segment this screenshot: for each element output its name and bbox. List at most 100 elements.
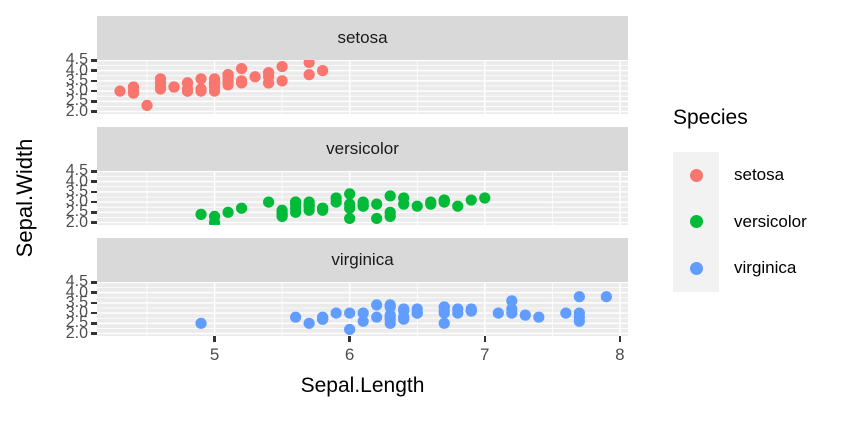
data-point: [195, 317, 207, 329]
y-tick-label: 4.0: [65, 283, 88, 301]
data-point: [235, 77, 248, 89]
y-tick-label: 2.0: [65, 324, 88, 342]
facet-plot-svg: [97, 282, 628, 336]
data-point: [357, 307, 369, 319]
data-point: [141, 99, 153, 112]
data-point: [519, 309, 531, 321]
data-point: [384, 299, 396, 311]
data-point: [465, 194, 477, 206]
data-point: [506, 295, 518, 307]
legend-entry-versicolor: versicolor: [673, 198, 807, 246]
data-point: [384, 190, 396, 202]
data-point: [235, 62, 248, 75]
legend: setosa versicolor virginica: [673, 152, 807, 292]
y-axis-tick: [91, 221, 97, 224]
y-axis-tick: [91, 79, 97, 83]
virginica-point-icon: [689, 261, 703, 275]
y-axis-tick: [91, 322, 97, 325]
y-axis-tick: [91, 211, 97, 214]
data-point: [154, 73, 167, 85]
legend-key: [673, 198, 719, 246]
y-axis-tick: [91, 59, 97, 62]
data-point: [303, 60, 315, 69]
data-point: [479, 192, 491, 204]
data-point: [303, 69, 315, 81]
legend-entry-label: setosa: [734, 165, 785, 185]
data-point: [371, 299, 383, 311]
data-point: [425, 196, 437, 208]
y-axis-tick: [91, 180, 97, 183]
data-point: [262, 77, 275, 89]
y-axis-tick: [91, 69, 97, 72]
data-point: [303, 200, 315, 212]
x-tick-label: 8: [615, 345, 625, 364]
data-point: [195, 83, 207, 95]
legend-entry-label: versicolor: [734, 211, 807, 231]
data-point: [154, 81, 167, 93]
facet-strip-versicolor: versicolor: [97, 127, 628, 171]
data-point: [371, 198, 383, 210]
data-point: [533, 311, 545, 323]
y-tick-label: 2.0: [65, 213, 88, 231]
data-point: [195, 208, 207, 220]
facet-panel-virginica: [97, 282, 628, 336]
x-tick-label: 7: [480, 345, 490, 364]
y-axis-tick: [91, 110, 97, 113]
y-tick-label: 3.0: [65, 82, 88, 100]
y-tick-label: 3.5: [65, 182, 88, 200]
y-tick-label: 4.5: [65, 273, 88, 291]
data-point: [600, 291, 612, 303]
y-tick-label: 3.0: [65, 304, 88, 322]
y-axis-tick: [91, 301, 97, 305]
legend-title: Species: [673, 106, 748, 129]
legend-entry-label: virginica: [734, 258, 797, 278]
y-tick-label: 3.5: [65, 71, 88, 89]
data-point: [398, 198, 410, 210]
x-tick-label: 5: [209, 345, 220, 364]
data-point: [262, 196, 275, 208]
data-point: [438, 194, 450, 206]
x-axis-tick: [483, 336, 486, 342]
data-point: [492, 307, 504, 319]
y-axis-tick: [91, 89, 97, 93]
facet-strip-label: virginica: [331, 250, 394, 269]
data-point: [344, 323, 356, 336]
data-point: [276, 60, 288, 73]
legend-entry-virginica: virginica: [673, 245, 807, 292]
data-point: [398, 305, 410, 317]
facet-strip-virginica: virginica: [97, 238, 628, 282]
y-axis-tick: [91, 291, 97, 294]
data-point: [371, 212, 383, 225]
data-point: [168, 81, 180, 93]
facet-plot-svg: [97, 171, 628, 225]
data-point: [357, 315, 369, 327]
data-point: [573, 307, 585, 319]
y-tick-label: 3.0: [65, 193, 88, 211]
x-axis-title: Sepal.Length: [300, 374, 425, 397]
data-point: [344, 307, 356, 319]
data-point: [371, 311, 383, 323]
facet-strip-setosa: setosa: [97, 16, 628, 60]
data-point: [573, 291, 585, 303]
data-point: [208, 210, 221, 223]
data-point: [249, 71, 261, 83]
data-point: [317, 313, 329, 325]
facet-plot-svg: [97, 60, 628, 114]
data-point: [114, 85, 126, 97]
data-point: [222, 206, 234, 218]
data-point: [506, 307, 518, 319]
x-axis-tick: [348, 336, 351, 342]
y-axis-tick: [91, 100, 97, 103]
facet-panel-versicolor: [97, 171, 628, 225]
data-point: [317, 204, 329, 216]
legend-key: [673, 152, 719, 199]
facet-strip-label: versicolor: [326, 139, 399, 158]
legend-key: [673, 245, 719, 292]
versicolor-point-icon: [689, 215, 703, 229]
facet-panel-setosa: [97, 60, 628, 114]
legend-entry-setosa: setosa: [673, 152, 807, 199]
facet-strip-label: setosa: [337, 28, 388, 47]
x-axis-tick: [213, 336, 216, 342]
y-axis-tick: [91, 281, 97, 284]
data-point: [560, 307, 572, 319]
